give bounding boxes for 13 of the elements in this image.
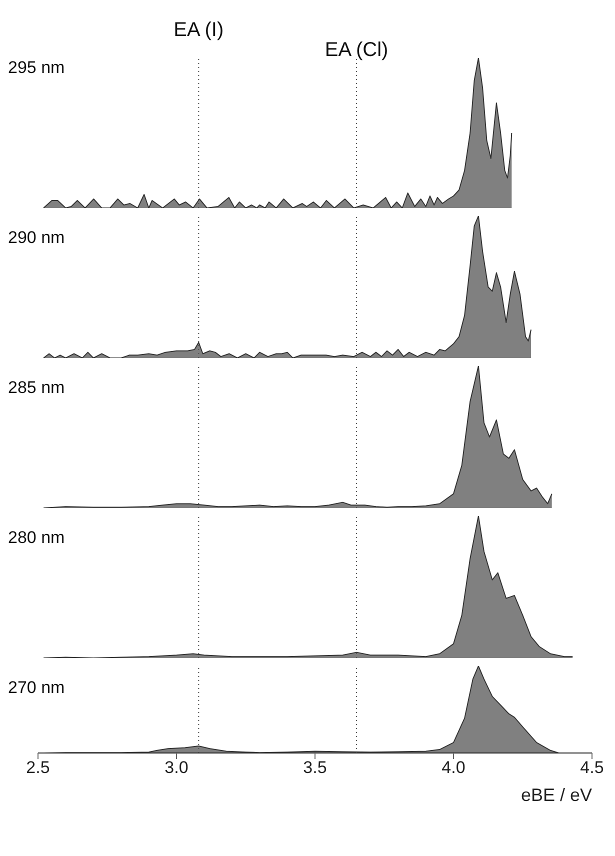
x-tick-label: 3.5 [303,758,327,778]
x-axis-title: eBE / eV [520,785,592,805]
ref-line-label: EA (I) [174,19,224,41]
x-tick-label: 3.0 [164,758,188,778]
x-tick-label: 4.5 [580,758,604,778]
chart-title: 295 nm [8,58,65,78]
text: 290 nm [8,228,65,248]
x-tick-label: 4.0 [442,758,466,778]
x-tick-label: 2.5 [26,758,50,778]
text: 280 nm [8,528,65,548]
text: 270 nm [8,678,65,698]
ref-line-label: EA (Cl) [324,39,388,61]
text: 285 nm [8,378,65,398]
